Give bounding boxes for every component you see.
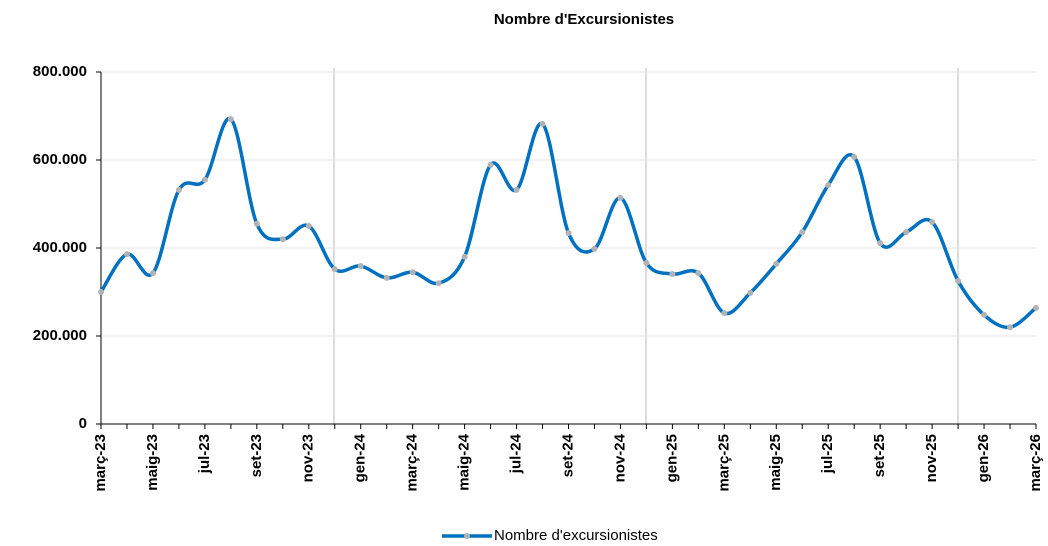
- point: [747, 289, 754, 296]
- y-tick-label: 200.000: [33, 327, 87, 344]
- point: [1007, 324, 1014, 331]
- point: [253, 220, 260, 227]
- point: [955, 278, 962, 284]
- y-tick-label: 0: [79, 415, 87, 432]
- point: [331, 266, 338, 273]
- y-tick-label: 600.000: [33, 151, 87, 168]
- point: [825, 182, 832, 189]
- y-tick-label: 400.000: [33, 239, 87, 256]
- point: [617, 194, 624, 201]
- point: [461, 253, 468, 260]
- x-tick-label: gen-24: [352, 433, 369, 482]
- x-tick-label: nov-24: [611, 433, 628, 482]
- chart-title: Nombre d'Excursionistes: [494, 11, 674, 28]
- point: [98, 289, 104, 295]
- point: [201, 176, 208, 183]
- x-tick-label: jul-24: [508, 433, 525, 474]
- point: [643, 259, 650, 266]
- point: [149, 270, 156, 277]
- x-tick-label: nov-23: [300, 434, 317, 482]
- x-tick-label: gen-25: [663, 434, 680, 482]
- legend-marker: [464, 533, 470, 539]
- point: [773, 260, 780, 267]
- point: [305, 223, 312, 229]
- point: [175, 186, 182, 193]
- x-tick-label: març-25: [715, 434, 732, 492]
- x-tick-label: maig-23: [144, 434, 161, 491]
- x-tick-label: nov-25: [923, 434, 940, 482]
- point: [851, 153, 858, 160]
- point: [279, 236, 286, 243]
- point: [565, 230, 572, 237]
- point: [799, 229, 806, 236]
- point: [695, 270, 702, 277]
- x-tick-label: set-25: [871, 434, 888, 477]
- series-line: [99, 116, 1038, 330]
- point: [383, 274, 390, 281]
- x-tick-label: març-24: [404, 433, 421, 491]
- x-tick-label: gen-26: [975, 434, 992, 482]
- point: [1033, 304, 1039, 311]
- x-tick-label: maig-25: [767, 434, 784, 491]
- point: [357, 263, 364, 270]
- x-tick-label: jul-25: [819, 434, 836, 474]
- x-tick-label: set-23: [248, 434, 265, 477]
- point: [435, 280, 442, 287]
- point: [513, 186, 520, 193]
- point: [409, 269, 416, 276]
- x-tick-label: maig-24: [456, 433, 473, 490]
- point: [721, 310, 728, 317]
- x-tick-label: jul-23: [196, 434, 213, 474]
- legend-label: Nombre d'excursionistes: [494, 527, 658, 544]
- point: [903, 229, 910, 236]
- point: [929, 219, 936, 226]
- x-tick-label: març-23: [92, 434, 109, 492]
- x-tick-label: set-24: [559, 433, 576, 477]
- point: [487, 161, 494, 168]
- year-separators: [333, 68, 959, 424]
- point: [877, 240, 884, 247]
- point: [123, 251, 130, 258]
- x-tick-label: març-26: [1027, 434, 1044, 492]
- point: [591, 245, 598, 252]
- point: [669, 270, 676, 277]
- point: [539, 120, 546, 127]
- point: [981, 311, 988, 318]
- point: [227, 116, 234, 123]
- y-tick-label: 800.000: [33, 63, 87, 80]
